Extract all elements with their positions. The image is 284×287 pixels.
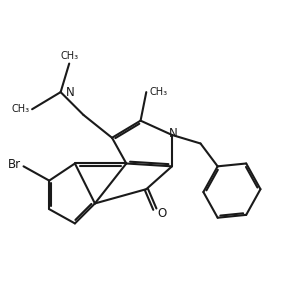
Text: N: N: [169, 127, 178, 140]
Text: CH₃: CH₃: [11, 104, 29, 114]
Text: Br: Br: [8, 158, 21, 171]
Text: N: N: [66, 86, 75, 99]
Text: O: O: [158, 207, 167, 220]
Text: CH₃: CH₃: [60, 51, 78, 61]
Text: CH₃: CH₃: [149, 87, 167, 97]
